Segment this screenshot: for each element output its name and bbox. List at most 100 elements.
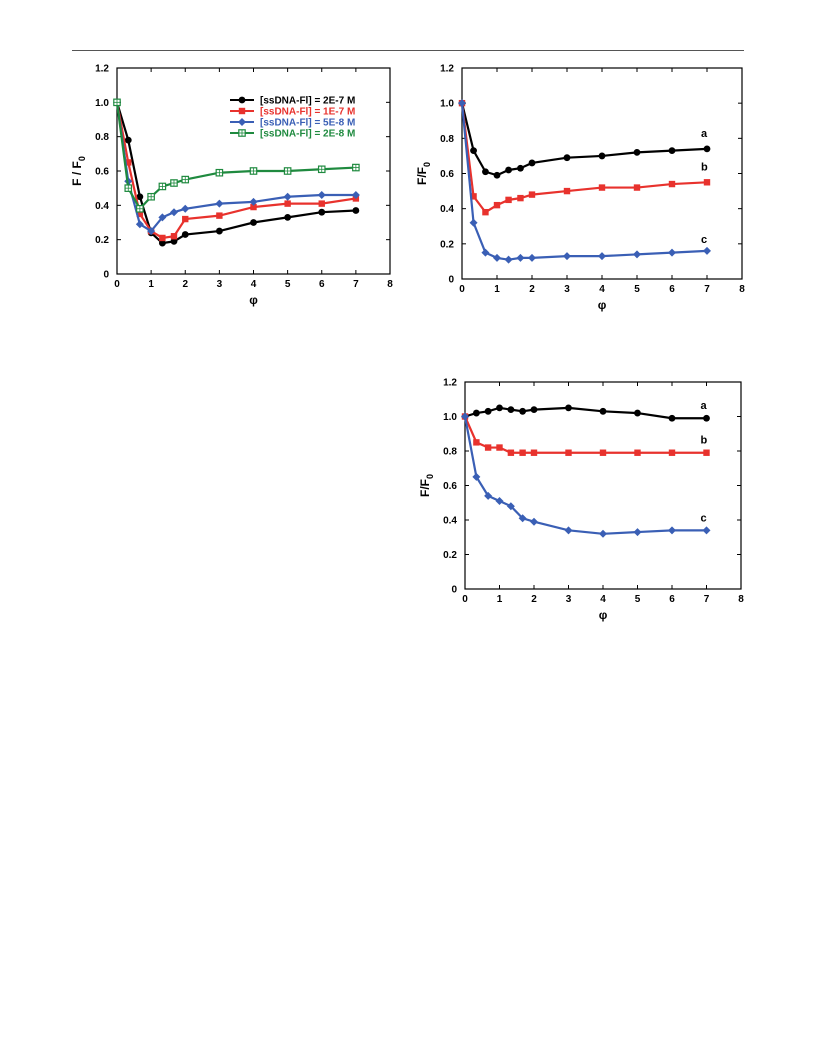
data-point [482,208,489,216]
data-point [507,449,515,456]
legend-marker [238,118,246,126]
y-tick-label: 1.2 [95,64,109,75]
x-axis-title: φ [598,298,607,312]
data-point [496,444,503,451]
series-3 [458,99,711,264]
data-point [493,171,501,179]
plot-frame [461,67,743,280]
data-point [484,444,492,451]
x-axis-title: φ [599,608,608,622]
data-point [493,201,501,209]
x-tick-label: 7 [704,594,710,605]
series-3 [461,412,711,538]
x-tick-label: 3 [566,594,572,605]
x-tick-label: 0 [462,594,468,605]
data-point [351,191,360,200]
data-point [518,514,527,523]
chart-labeled-series-top: 0 1 2 3 4 5 6 7 8 0 0.2 0.4 0.6 0.8 1.0 1.2 φ F/F0 a b c [415,64,745,313]
data-point [181,231,189,238]
data-point [284,213,292,221]
series-line [463,416,707,535]
series-line [460,103,708,261]
y-tick-label: 1.0 [95,98,109,109]
chart-concentration-series: 0 1 2 3 4 5 6 7 8 0 0.2 0.4 0.6 0.8 1.0 1.2 φ F / F0 [ssDN… [70,64,393,308]
series-label: c [701,234,707,246]
data-point [472,472,481,481]
data-point [250,219,257,226]
legend-entry: [ssDNA-Fl] = 2E-7 M [260,96,355,107]
x-tick-label: 8 [739,284,745,295]
data-point [505,196,512,204]
x-tick-label: 5 [634,284,640,295]
x-tick-label: 6 [319,279,325,290]
data-point [215,227,223,235]
data-point [598,152,606,160]
data-point [472,409,480,417]
data-point [702,526,711,535]
data-point [517,164,524,172]
y-tick-label: 0.2 [443,550,457,561]
data-point [565,449,572,456]
y-tick-label: 0.2 [95,235,109,246]
x-tick-label: 8 [387,279,393,290]
series-1 [113,98,360,247]
y-tick-label: 0.4 [440,204,454,215]
x-tick-label: 8 [738,594,744,605]
data-point [181,204,190,213]
y-tick-label: 0.2 [440,239,454,250]
data-point [470,147,477,155]
y-tick-label: 1.2 [440,64,454,75]
data-point [633,184,641,191]
chart-labeled-series-bottom: 0 1 2 3 4 5 6 7 8 0 0.2 0.4 0.6 0.8 1.0 1.2 φ F/F0 a b c [418,378,744,623]
data-point [495,497,504,506]
data-point [703,246,711,255]
data-point [458,99,466,108]
data-point [505,166,512,174]
data-point [504,255,513,264]
data-point [125,159,132,166]
data-point [481,248,490,257]
x-tick-label: 7 [353,279,359,290]
legend-entry: [ssDNA-Fl] = 1E-7 M [260,107,355,118]
data-point [493,253,501,262]
legend-entry: [ssDNA-Fl] = 2E-8 M [260,129,355,140]
x-tick-label: 5 [635,594,641,605]
x-tick-label: 2 [182,279,188,290]
y-tick-label: 0.4 [443,516,457,527]
data-point [565,404,572,412]
data-point [158,239,166,247]
data-point [598,252,606,261]
y-tick-label: 1.0 [440,99,454,110]
data-point [461,412,469,421]
data-point [633,250,641,259]
data-point [215,199,224,208]
series-line [115,102,356,233]
data-point [169,208,178,217]
data-point [318,208,326,216]
data-point [470,193,477,200]
data-point [147,227,156,236]
x-tick-label: 2 [529,284,535,295]
x-tick-label: 3 [564,284,570,295]
data-point [124,136,132,144]
x-tick-label: 7 [704,284,710,295]
data-point [519,407,527,415]
data-point [136,210,144,218]
x-tick-label: 0 [114,279,120,290]
x-tick-label: 1 [494,284,500,295]
data-point [530,517,538,526]
data-point [703,145,711,153]
y-tick-label: 0.8 [95,132,109,143]
data-point [216,212,223,219]
y-tick-label: 0 [451,585,457,596]
data-point [530,406,538,413]
chart-panel-top-right: 0 1 2 3 4 5 6 7 8 0 0.2 0.4 0.6 0.8 1.0 1.2 φ F/F0 a b c [410,60,750,320]
data-point [668,526,676,535]
data-point [284,200,291,207]
series-line [460,102,708,177]
chart-panel-left: 0 1 2 3 4 5 6 7 8 0 0.2 0.4 0.6 0.8 1.0 1.2 φ F / F0 [ssDN… [60,60,400,320]
series-label: b [701,161,708,173]
series-label: c [701,512,707,524]
data-point [136,193,144,201]
data-point [484,491,493,500]
